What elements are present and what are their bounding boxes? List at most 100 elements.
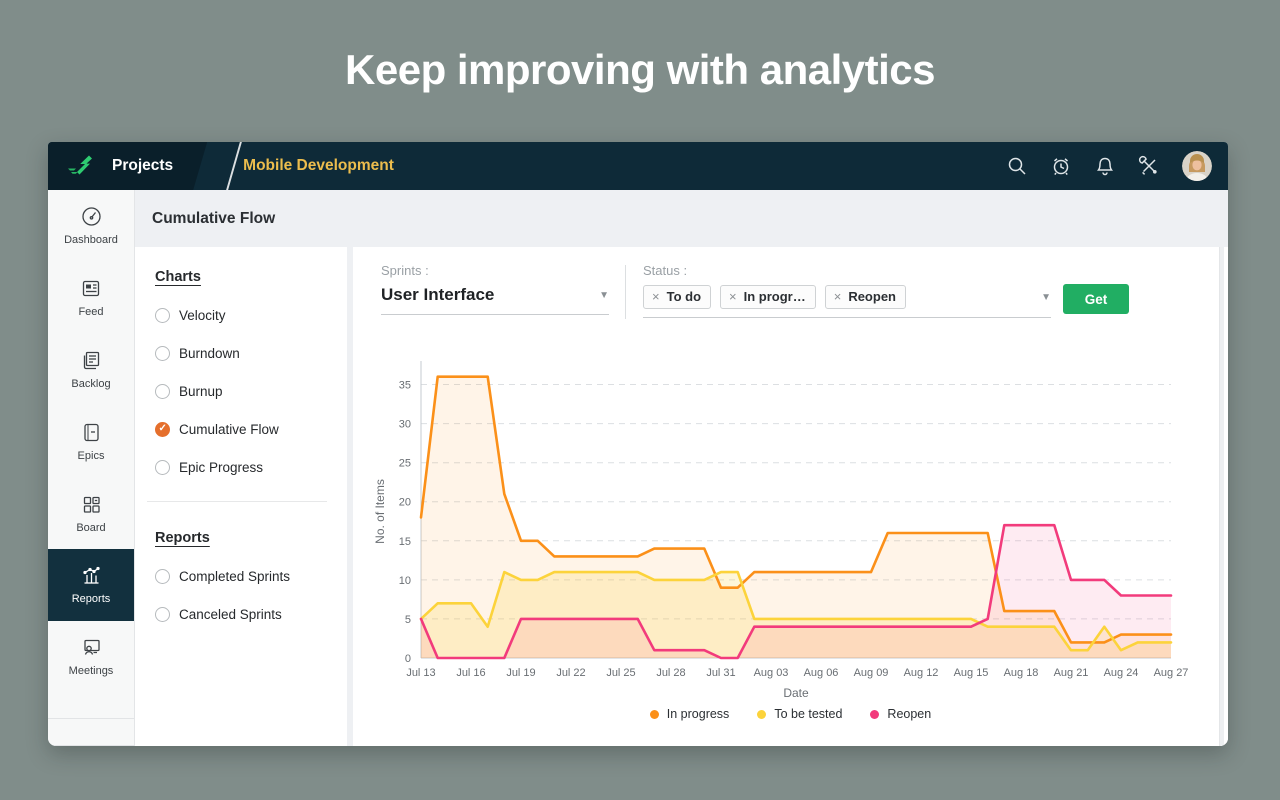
nav-project-tab[interactable]: Mobile Development xyxy=(243,157,394,174)
radio-icon[interactable] xyxy=(155,345,170,361)
svg-text:35: 35 xyxy=(399,380,411,392)
page-headline: Keep improving with analytics xyxy=(345,46,935,93)
legend-dot-icon xyxy=(870,709,880,719)
app-window: Projects Mobile Development xyxy=(48,142,1228,746)
svg-text:10: 10 xyxy=(399,575,411,587)
svg-text:Aug 12: Aug 12 xyxy=(904,667,939,679)
legend-item-in-progress[interactable]: In progress xyxy=(649,707,729,721)
legend-dot-icon xyxy=(757,709,767,719)
sidebar-item-reports[interactable]: Reports xyxy=(48,548,134,621)
svg-text:Jul 13: Jul 13 xyxy=(406,667,435,679)
svg-text:Date: Date xyxy=(783,686,809,700)
svg-text:Jul 16: Jul 16 xyxy=(456,667,485,679)
backlog-icon xyxy=(83,351,99,370)
reports-heading: Reports xyxy=(155,530,210,546)
chart-option-burndown[interactable]: Burndown xyxy=(155,345,335,361)
chevron-down-icon[interactable]: ▼ xyxy=(599,289,609,301)
chart-option-epic-progress[interactable]: Epic Progress xyxy=(155,459,335,475)
sidebar-item-feed[interactable]: Feed xyxy=(48,262,134,334)
sprints-logo-icon xyxy=(65,151,95,181)
svg-text:Aug 09: Aug 09 xyxy=(854,667,889,679)
svg-text:0: 0 xyxy=(405,653,411,665)
radio-icon[interactable] xyxy=(155,459,170,475)
svg-text:Aug 27: Aug 27 xyxy=(1154,667,1189,679)
radio-icon[interactable] xyxy=(155,606,170,622)
svg-text:Jul 22: Jul 22 xyxy=(556,667,585,679)
dashboard-icon xyxy=(81,207,101,227)
svg-text:Aug 06: Aug 06 xyxy=(804,667,839,679)
board-icon xyxy=(83,496,100,513)
meetings-icon xyxy=(83,640,100,655)
search-icon[interactable] xyxy=(1006,155,1028,177)
sprints-logo[interactable] xyxy=(48,151,112,181)
page-title-bar: Cumulative Flow xyxy=(135,190,1228,247)
chart-option-cumulative-flow[interactable]: Cumulative Flow xyxy=(155,421,335,437)
sidebar-item-backlog[interactable]: Backlog xyxy=(48,334,134,406)
status-label: Status : xyxy=(643,263,688,278)
page-title: Cumulative Flow xyxy=(152,209,276,227)
svg-text:Aug 21: Aug 21 xyxy=(1054,667,1089,679)
remove-chip-icon[interactable]: × xyxy=(652,289,660,304)
svg-text:Aug 24: Aug 24 xyxy=(1104,667,1139,679)
svg-text:5: 5 xyxy=(405,614,411,626)
controls-divider xyxy=(625,265,626,319)
status-multiselect[interactable]: Status : × To do × In progr… xyxy=(643,263,1051,318)
sprint-selected-value[interactable]: User Interface xyxy=(381,285,495,304)
radio-icon[interactable] xyxy=(155,307,170,323)
top-nav: Projects Mobile Development xyxy=(48,142,1228,190)
legend-dot-icon xyxy=(649,709,659,719)
feed-icon xyxy=(82,281,99,297)
charts-panel: Charts Velocity Burndown Burnup xyxy=(135,247,347,746)
reports-icon xyxy=(82,567,100,585)
chevron-down-icon[interactable]: ▼ xyxy=(1041,291,1051,303)
svg-text:Jul 28: Jul 28 xyxy=(656,667,685,679)
epics-icon xyxy=(83,423,99,441)
svg-text:Aug 03: Aug 03 xyxy=(754,667,789,679)
legend-item-reopen[interactable]: Reopen xyxy=(870,707,931,721)
panel-divider xyxy=(147,501,327,502)
nav-slash-divider xyxy=(226,142,242,190)
report-main-panel: Sprints : User Interface ▼ Status : xyxy=(353,247,1228,746)
sidebar-item-epics[interactable]: Epics xyxy=(48,405,134,477)
status-chip-in-progress[interactable]: × In progr… xyxy=(720,285,816,309)
bell-icon[interactable] xyxy=(1094,155,1116,177)
svg-text:Jul 19: Jul 19 xyxy=(506,667,535,679)
svg-text:Aug 15: Aug 15 xyxy=(954,667,989,679)
svg-text:Aug 18: Aug 18 xyxy=(1004,667,1039,679)
sprints-select[interactable]: Sprints : User Interface ▼ xyxy=(381,263,609,315)
remove-chip-icon[interactable]: × xyxy=(729,289,737,304)
legend-item-to-be-tested[interactable]: To be tested xyxy=(757,707,842,721)
status-chip-reopen[interactable]: × Reopen xyxy=(824,285,906,309)
status-chip-todo[interactable]: × To do xyxy=(643,285,712,309)
svg-text:25: 25 xyxy=(399,458,411,470)
report-option-completed-sprints[interactable]: Completed Sprints xyxy=(155,568,335,584)
svg-text:No. of Items: No. of Items xyxy=(373,479,387,544)
remove-chip-icon[interactable]: × xyxy=(833,289,842,304)
scrollbar-track[interactable] xyxy=(1219,247,1224,746)
sidebar: Dashboard Feed Backlog xyxy=(48,190,135,746)
radio-icon[interactable] xyxy=(155,383,170,399)
svg-text:15: 15 xyxy=(399,536,411,548)
radio-icon[interactable] xyxy=(155,568,170,584)
cumulative-flow-chart: 0 5 10 15 20 25 30 35 Jul 13 Jul 16 Jul 19 Jul 22 Ju… xyxy=(373,361,1189,700)
sidebar-item-board[interactable]: Board xyxy=(48,477,134,549)
alarm-clock-icon[interactable] xyxy=(1050,155,1072,177)
nav-projects[interactable]: Projects xyxy=(112,157,174,174)
tools-icon[interactable] xyxy=(1138,155,1160,177)
charts-heading: Charts xyxy=(155,269,201,285)
sidebar-item-dashboard[interactable]: Dashboard xyxy=(48,190,134,262)
svg-text:Jul 31: Jul 31 xyxy=(706,667,735,679)
svg-text:Jul 25: Jul 25 xyxy=(606,667,635,679)
chart-option-burnup[interactable]: Burnup xyxy=(155,383,335,399)
nav-left-section: Projects xyxy=(48,142,207,190)
svg-text:20: 20 xyxy=(399,497,411,509)
avatar[interactable] xyxy=(1182,151,1212,181)
sidebar-item-meetings[interactable]: Meetings xyxy=(48,621,134,693)
get-button[interactable]: Get xyxy=(1063,284,1129,314)
chart-option-velocity[interactable]: Velocity xyxy=(155,307,335,323)
report-option-canceled-sprints[interactable]: Canceled Sprints xyxy=(155,606,335,622)
radio-checked-icon[interactable] xyxy=(155,421,170,437)
chart-legend: In progress To be tested Reopen xyxy=(353,707,1228,721)
sidebar-divider xyxy=(48,717,134,719)
svg-text:30: 30 xyxy=(399,419,411,431)
